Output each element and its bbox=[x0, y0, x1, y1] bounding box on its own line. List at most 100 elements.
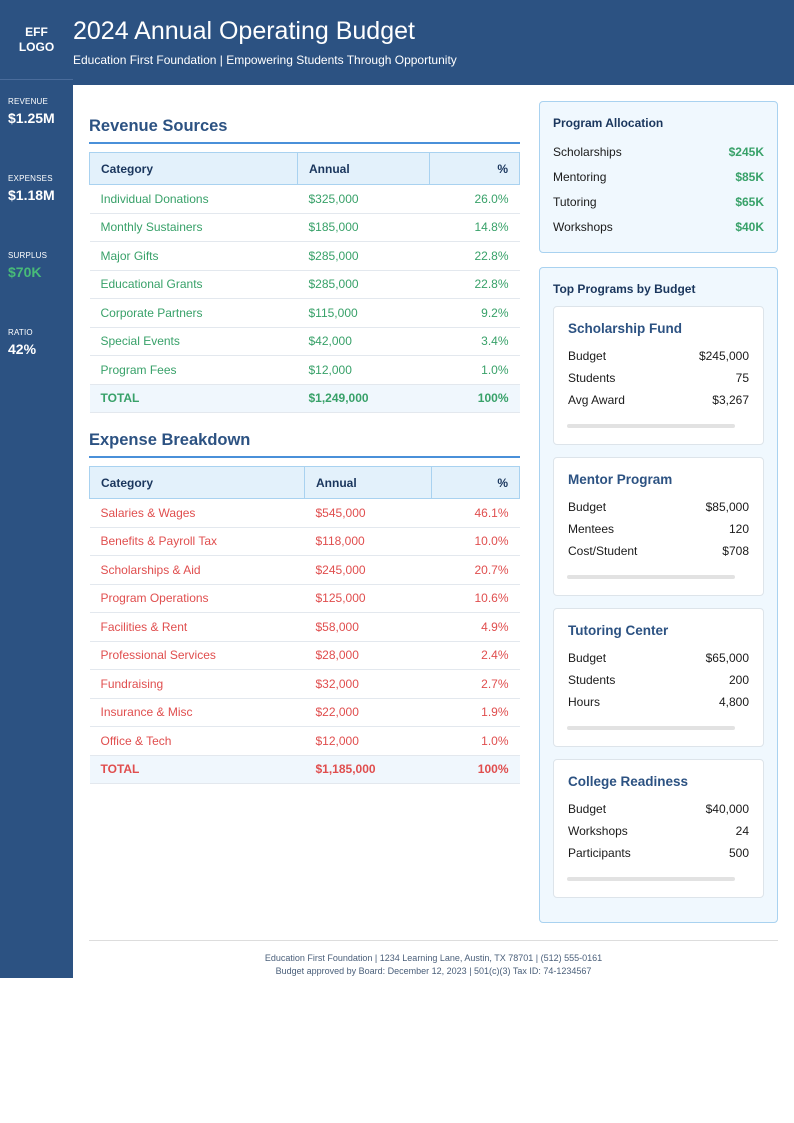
footer-divider bbox=[89, 940, 778, 941]
stat-label: Avg Award bbox=[568, 393, 625, 407]
page-header: 2024 Annual Operating Budget Education F… bbox=[73, 0, 794, 85]
cell-annual: $32,000 bbox=[304, 669, 432, 699]
program-name: Tutoring Center bbox=[568, 623, 669, 638]
stat-label: Students bbox=[568, 371, 616, 385]
metric-value: 42% bbox=[8, 341, 37, 357]
column-header: Category bbox=[89, 466, 305, 499]
allocation-label: Mentoring bbox=[553, 169, 607, 184]
allocation-label: Workshops bbox=[553, 219, 613, 234]
program-stat-row: Budget $245,000 bbox=[568, 345, 749, 367]
cell-annual: $12,000 bbox=[304, 726, 432, 756]
table-row: Office & Tech $12,000 1.0% bbox=[89, 726, 520, 756]
metric-expenses: EXPENSES $1.18M bbox=[0, 174, 55, 203]
main-content: Revenue Sources Category Annual % Indivi… bbox=[89, 100, 520, 784]
program-stat-row: Avg Award $3,267 bbox=[568, 389, 749, 411]
cell-category: Facilities & Rent bbox=[89, 612, 305, 642]
cell-percent: 100% bbox=[431, 755, 520, 784]
cell-percent: 9.2% bbox=[429, 298, 520, 328]
cell-category: Monthly Sustainers bbox=[89, 213, 298, 242]
allocation-row: Scholarships $245K bbox=[553, 139, 764, 164]
cell-category: Office & Tech bbox=[89, 726, 305, 756]
table-row: Individual Donations $325,000 26.0% bbox=[89, 184, 520, 214]
stat-label: Participants bbox=[568, 846, 631, 860]
allocation-label: Scholarships bbox=[553, 144, 622, 159]
program-progress-bar bbox=[567, 877, 735, 881]
allocation-label: Tutoring bbox=[553, 194, 597, 209]
table-row: Facilities & Rent $58,000 4.9% bbox=[89, 612, 520, 642]
stat-label: Budget bbox=[568, 651, 607, 665]
cell-percent: 4.9% bbox=[431, 612, 520, 642]
table-row: Fundraising $32,000 2.7% bbox=[89, 669, 520, 699]
stat-label: Mentees bbox=[568, 522, 615, 536]
table-row: Special Events $42,000 3.4% bbox=[89, 327, 520, 356]
allocation-amount: $245K bbox=[728, 144, 764, 159]
allocation-title: Program Allocation bbox=[553, 116, 664, 130]
metric-surplus: SURPLUS $70K bbox=[0, 251, 47, 280]
program-progress-bar bbox=[567, 575, 735, 579]
allocation-amount: $40K bbox=[735, 219, 764, 234]
metric-value: $70K bbox=[8, 264, 42, 280]
cell-annual: $545,000 bbox=[304, 498, 432, 528]
cell-annual: $125,000 bbox=[304, 584, 432, 613]
cell-percent: 1.0% bbox=[429, 355, 520, 385]
allocation-amount: $65K bbox=[735, 194, 764, 209]
cell-category: TOTAL bbox=[89, 755, 305, 784]
metric-value: $1.18M bbox=[8, 187, 55, 203]
table-row: Corporate Partners $115,000 9.2% bbox=[89, 298, 520, 328]
stat-value: 24 bbox=[735, 824, 749, 838]
cell-percent: 1.0% bbox=[431, 726, 520, 756]
program-card-mentor-program: Mentor Program Budget $85,000 Mentees 120 … bbox=[553, 457, 764, 596]
cell-percent: 26.0% bbox=[429, 184, 520, 214]
table-row: Benefits & Payroll Tax $118,000 10.0% bbox=[89, 527, 520, 556]
program-stat-row: Cost/Student $708 bbox=[568, 540, 749, 562]
stat-value: 4,800 bbox=[718, 695, 749, 709]
cell-annual: $325,000 bbox=[297, 184, 430, 214]
cell-annual: $42,000 bbox=[297, 327, 430, 356]
footer-address: Education First Foundation | 1234 Learni… bbox=[264, 953, 603, 963]
stat-value: $65,000 bbox=[705, 651, 749, 665]
cell-annual: $285,000 bbox=[297, 241, 430, 271]
footer-approval: Budget approved by Board: December 12, 2… bbox=[275, 966, 592, 976]
cell-category: Individual Donations bbox=[89, 184, 298, 214]
table-row: Salaries & Wages $545,000 46.1% bbox=[89, 498, 520, 528]
cell-percent: 46.1% bbox=[431, 498, 520, 528]
program-stat-row: Budget $40,000 bbox=[568, 798, 749, 820]
metric-label: REVENUE bbox=[8, 97, 49, 106]
cell-percent: 2.7% bbox=[431, 669, 520, 699]
cell-annual: $22,000 bbox=[304, 698, 432, 727]
cell-percent: 22.8% bbox=[429, 241, 520, 271]
stat-value: $40,000 bbox=[705, 802, 749, 816]
cell-annual: $1,249,000 bbox=[297, 384, 430, 413]
metric-label: RATIO bbox=[8, 328, 33, 337]
table-row: Major Gifts $285,000 22.8% bbox=[89, 241, 520, 271]
program-stat-row: Workshops 24 bbox=[568, 820, 749, 842]
cell-annual: $115,000 bbox=[297, 298, 430, 328]
program-stat-row: Budget $85,000 bbox=[568, 496, 749, 518]
stat-value: $3,267 bbox=[712, 393, 749, 407]
cell-annual: $185,000 bbox=[297, 213, 430, 242]
stat-value: $708 bbox=[722, 544, 749, 558]
cell-category: Special Events bbox=[89, 327, 298, 356]
stat-label: Budget bbox=[568, 500, 607, 514]
logo-line-2: LOGO bbox=[18, 39, 55, 54]
cell-percent: 3.4% bbox=[429, 327, 520, 356]
cell-category: TOTAL bbox=[89, 384, 298, 413]
allocation-amount: $85K bbox=[735, 169, 764, 184]
stat-label: Students bbox=[568, 673, 616, 687]
cell-percent: 22.8% bbox=[429, 270, 520, 299]
page-subtitle: Education First Foundation | Empowering … bbox=[73, 53, 457, 67]
table-row: Program Operations $125,000 10.6% bbox=[89, 584, 520, 613]
cell-category: Program Fees bbox=[89, 355, 298, 385]
cell-annual: $28,000 bbox=[304, 641, 432, 670]
cell-percent: 100% bbox=[429, 384, 520, 413]
cell-percent: 1.9% bbox=[431, 698, 520, 727]
sidebar: EFF LOGO REVENUE $1.25M EXPENSES $1.18M … bbox=[0, 0, 73, 978]
program-stat-row: Mentees 120 bbox=[568, 518, 749, 540]
program-card-tutoring-center: Tutoring Center Budget $65,000 Students 20… bbox=[553, 608, 764, 747]
revenue-table: Category Annual % Individual Donations $3… bbox=[89, 152, 520, 413]
table-row: Program Fees $12,000 1.0% bbox=[89, 355, 520, 385]
cell-annual: $58,000 bbox=[304, 612, 432, 642]
cell-category: Educational Grants bbox=[89, 270, 298, 299]
cell-category: Professional Services bbox=[89, 641, 305, 670]
table-row: Professional Services $28,000 2.4% bbox=[89, 641, 520, 670]
